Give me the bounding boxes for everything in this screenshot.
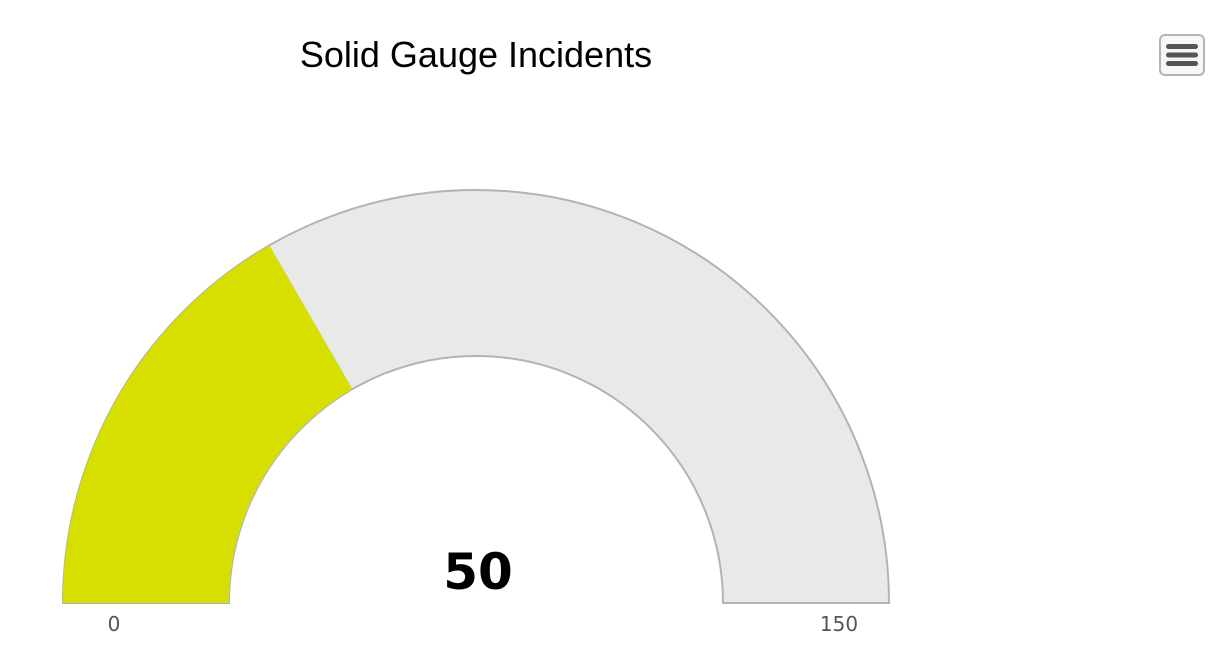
gauge-min-label: 0 xyxy=(108,612,121,636)
chart-menu-button[interactable] xyxy=(1159,34,1205,76)
chart-title: Solid Gauge Incidents xyxy=(300,34,652,75)
gauge-value-label: 50 xyxy=(443,543,513,601)
gauge-value-arc xyxy=(63,245,353,603)
gauge-max-label: 150 xyxy=(820,612,858,636)
hamburger-menu-icon xyxy=(1166,44,1198,66)
